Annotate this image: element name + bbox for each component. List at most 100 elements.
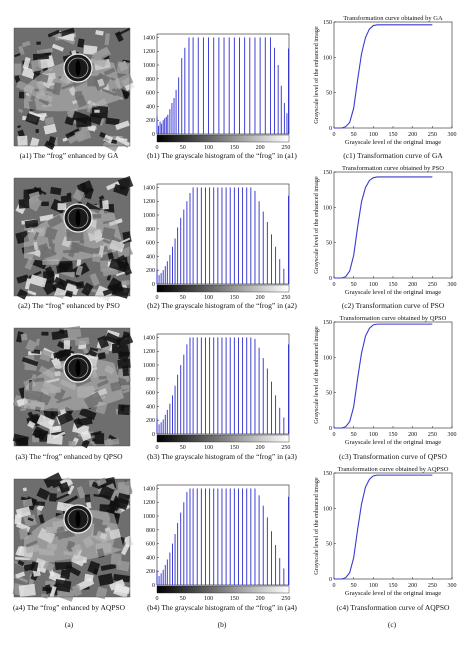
frog-texture-patch [41,201,49,207]
curve-y-tick-label: 150 [323,20,332,26]
histogram-chart-3: 0 200 400 600 800 1000 1200 1400 0 50 100 150 200 250 [143,333,290,451]
curve-y-tick-label: 0 [329,126,332,132]
curve-y-tick-label: 150 [323,471,332,477]
frog-image-border [13,27,131,147]
frog-texture-patch [96,477,107,487]
frog-texture-patch [21,356,39,367]
frog-texture-patch [100,563,117,572]
frog-texture-patch [58,481,70,494]
frog-texture-patch [75,281,85,290]
histogram-plot-area [156,183,290,285]
frog-texture-patch [55,492,71,501]
frog-pupil [75,360,81,376]
frog-texture-patch [16,288,29,300]
frog-texture-patch [43,472,63,489]
curve-y-tick-label: 150 [323,320,332,326]
frog-texture-patch [40,593,49,599]
frog-texture-patch [35,129,39,133]
frog-texture-patch [80,430,92,442]
frog-texture-patch [63,337,71,350]
curve-y-tick-label: 100 [323,205,332,211]
frog-texture-patch [49,585,57,598]
frog-texture-patch [110,553,122,565]
histogram-y-tick-label: 1000 [143,363,155,369]
frog-texture-patch [36,47,53,55]
frog-texture-patch [18,198,30,209]
histogram-x-tick-label: 200 [256,295,265,301]
frog-texture-patch [22,56,31,70]
frog-texture-patch [21,40,31,48]
frog-iris [67,57,89,79]
frog-texture-patch [29,274,47,288]
frog-texture-patch [18,583,36,597]
curve-x-tick-label: 200 [408,432,417,438]
frog-texture-patch [104,438,120,446]
histogram-caption-2: (b2) The grayscale histogram of the “fro… [147,301,297,310]
image-caption-1: (a1) The “frog” enhanced by GA [19,151,119,160]
frog-iris [67,207,89,229]
frog-pupil [75,511,81,527]
frog-texture-patch [98,485,115,501]
curve-caption-1: (c1) Transformation curve of GA [343,151,443,160]
histogram-plot-area [156,333,290,435]
frog-texture-patch [123,535,134,548]
frog-texture-patch [112,286,130,299]
curve-y-tick-label: 50 [326,91,332,97]
frog-texture-patch [115,136,131,147]
transformation-curve-chart-2: Transformation curve obtained by PSO 0 50 1… [313,165,457,296]
frog-texture-patch [47,29,60,38]
frog-texture-patch [22,498,33,508]
curve-y-tick-label: 100 [323,55,332,61]
transformation-curve-chart-3: Transformation curve obtained by QPSO 0 50… [313,315,457,446]
frog-texture-patch [84,494,91,503]
frog-texture-patch [111,343,118,354]
histogram-y-tick-label: 800 [146,227,155,233]
frog-texture-patch [104,33,110,46]
frog-texture-patch [51,43,65,52]
histogram-caption-3: (b3) The grayscale histogram of the “fro… [147,452,297,461]
frog-texture-patch [17,559,25,567]
frog-texture-patch [52,481,63,489]
histogram-y-tick-label: 1200 [143,500,155,506]
frog-texture-patch [94,109,100,113]
histogram-x-tick-label: 250 [281,445,290,451]
frog-texture-patch [79,407,97,421]
curve-x-tick-label: 250 [428,132,437,138]
frog-texture-patch [109,579,125,591]
histogram-y-tick-label: 200 [146,569,155,575]
histogram-y-tick-label: 200 [146,418,155,424]
histogram-y-tick-label: 200 [146,118,155,124]
frog-texture-patch [53,350,67,359]
curve-x-tick-label: 50 [351,583,357,589]
histogram-x-tick-label: 200 [256,145,265,151]
frog-texture-patch [54,579,72,593]
frog-texture-patch [66,192,72,197]
curve-x-tick-label: 200 [408,132,417,138]
frog-texture-patch [36,41,41,45]
frog-texture-patch [110,489,117,502]
frog-texture-patch [43,123,57,135]
frog-texture-patch [77,38,85,48]
frog-texture-patch [98,573,114,586]
frog-texture-patch [17,135,28,146]
curve-plot-area [333,171,453,279]
curve-y-tick-label: 150 [323,170,332,176]
frog-texture-patch [43,560,55,572]
frog-texture-patch [20,408,26,412]
histogram-x-tick-label: 0 [156,445,159,451]
curve-y-axis-label: Grayscale level of the enhanced image [313,176,320,274]
histogram-x-tick-label: 50 [180,445,186,451]
frog-texture-patch [57,203,67,211]
curve-y-tick-label: 50 [326,542,332,548]
histogram-caption-1: (b1) The grayscale histogram of the “fro… [147,151,297,160]
histogram-y-tick-label: 1400 [143,35,155,41]
histogram-y-tick-label: 0 [152,583,155,589]
frog-texture-patch [41,331,49,336]
frog-image-2 [13,176,134,302]
curve-x-tick-label: 150 [389,583,398,589]
frog-texture-patch [49,569,55,577]
frog-texture-patch [115,333,134,349]
histogram-gray-ramp [156,434,290,443]
histogram-x-tick-label: 250 [281,295,290,301]
frog-texture-patch [91,438,96,443]
